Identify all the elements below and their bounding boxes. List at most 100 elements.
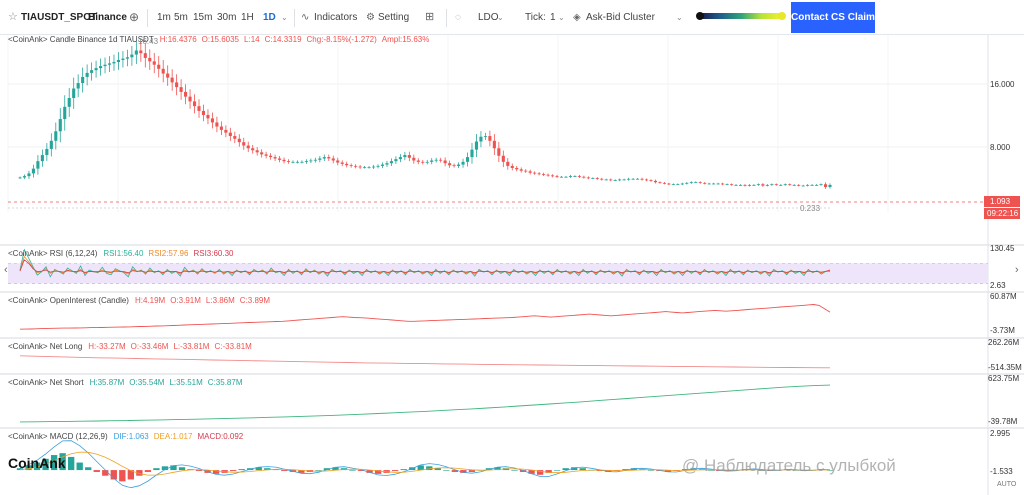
candle-body [85,72,89,77]
candle-body [707,183,711,185]
indicators-icon[interactable]: ∿ [301,12,310,23]
candle-body [716,183,720,185]
interval-30m[interactable]: 30m [217,12,237,23]
legend-readout: DEA:1.017 [154,432,193,441]
candle-body [788,184,792,186]
candle-body [72,88,76,99]
tick-value[interactable]: 1 [550,12,556,23]
askbid-cluster-button[interactable]: Ask-Bid Cluster [586,12,655,23]
oi-axis-tick: -3.73M [990,326,1015,335]
candle-body [407,155,411,158]
cluster-icon[interactable]: ◈ [573,12,581,23]
macd-bar [451,470,459,472]
candle-body [367,167,371,169]
legend-readout: O:-33.46M [131,342,169,351]
tick-label: Tick: [525,12,546,23]
candle-body [251,148,255,151]
interval-1h[interactable]: 1H [241,12,254,23]
candle-body [67,98,71,107]
interval-1d[interactable]: 1D [263,12,276,23]
compare-icon[interactable]: ⊕ [129,10,140,24]
layout-grid-icon[interactable]: ⊞ [425,11,435,23]
top-toolbar: ☆ TIAUSDT_SPOT Binance ⊕ 1m 5m 15m 30m 1… [0,0,1024,35]
chevron-down-icon[interactable]: ⌄ [281,13,288,22]
legend-readout: RSI3:60.30 [193,249,234,258]
candle-body [76,83,80,89]
interval-1m[interactable]: 1m [157,12,171,23]
candle-body [291,161,295,163]
candle-body [327,157,331,159]
heatmap-gradient-slider[interactable] [696,12,786,20]
candle-body [555,176,559,177]
candle-body [815,184,819,186]
macd-bar [195,470,203,472]
symbol-name[interactable]: TIAUSDT_SPOT [21,12,98,23]
candle-body [765,184,769,186]
candle-body [533,172,537,174]
candle-body [761,184,765,186]
auto-scale-label[interactable]: AUTO [997,481,1017,488]
legend-readout: O:15.6035 [202,35,240,44]
macd-bar [443,470,450,471]
setting-button[interactable]: Setting [378,12,410,23]
candle-body [703,182,707,184]
legend-readout: RSI2:57.96 [148,249,189,258]
chevron-down-icon[interactable]: ⌄ [676,13,683,22]
star-icon[interactable]: ☆ [8,11,18,23]
candle-body [166,73,170,78]
candle-body [644,179,649,181]
candle-body [479,136,483,142]
candle-body [389,161,393,164]
drop-icon[interactable]: ◌ [455,12,461,23]
candle-body [770,184,774,186]
macd-bar [562,468,569,471]
candle-body [143,53,147,58]
candle-body [474,141,479,150]
candle-body [121,58,125,60]
candle-body [667,183,671,185]
high-marker-label: 16.43 [138,37,159,46]
candle-body [416,160,420,162]
candle-body [680,183,684,185]
indicators-button[interactable]: Indicators [314,12,358,23]
candle-body [756,184,760,186]
candle-body [671,184,675,186]
macd-bar [136,470,143,476]
candle-body [550,175,555,177]
chevron-left-icon[interactable]: ‹ [4,264,8,276]
interval-15m[interactable]: 15m [193,12,213,23]
candle-body [318,158,322,160]
candle-body [336,160,340,163]
candle-body [260,152,264,155]
pane-legend: <CoinAnk> OpenInterest (Candle) [8,296,129,305]
candle-body [273,157,277,159]
candle-body [282,159,286,162]
legend-readout: L:35.51M [169,378,203,387]
chevron-down-icon[interactable]: ⌄ [558,13,565,22]
macd-bar [426,466,433,471]
candle-body [107,63,112,65]
macd-bar [374,470,382,474]
macd-bar [50,455,58,471]
candle-body [600,178,604,180]
oi-axis-tick: 60.87M [990,292,1017,301]
candle-body [219,126,223,130]
contact-cs-claim-button[interactable]: Contact CS Claim [791,2,875,33]
candle-body [694,182,698,184]
macd-bar [536,470,544,475]
chevron-right-icon[interactable]: › [1015,264,1019,276]
macd-dif-line [19,440,831,489]
candle-body [322,157,326,159]
candle-body [130,54,134,58]
candle-body [58,119,62,132]
legend-readout: H:16.4376 [160,35,197,44]
candle-body [483,136,487,137]
chevron-down-icon[interactable]: ⌄ [497,13,504,22]
candle-body [295,161,300,163]
interval-5m[interactable]: 5m [174,12,188,23]
ldo-button[interactable]: LDO [478,12,499,23]
macd-bar [76,462,83,471]
candle-body [45,148,49,156]
gear-icon[interactable]: ⚙ [366,12,375,23]
